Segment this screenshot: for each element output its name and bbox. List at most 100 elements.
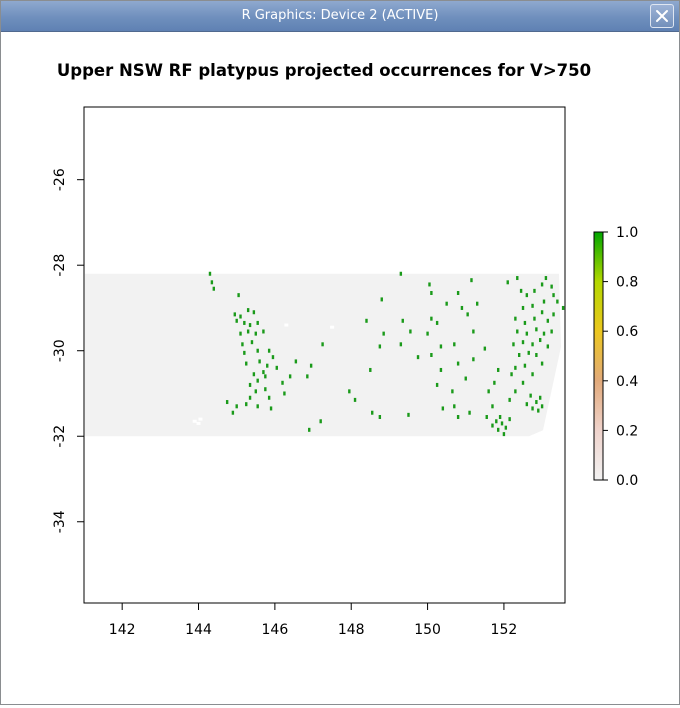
occurrence-cell xyxy=(523,363,527,368)
occurrence-cell xyxy=(441,406,445,411)
gap-cell xyxy=(198,417,203,421)
occurrence-cell xyxy=(525,331,529,336)
occurrence-cell xyxy=(239,314,242,319)
occurrence-cell xyxy=(527,350,530,355)
occurrence-cell xyxy=(460,305,464,310)
occurrence-cell xyxy=(369,367,372,372)
x-tick-label: 150 xyxy=(414,622,441,638)
occurrence-cell xyxy=(262,329,265,334)
occurrence-cell xyxy=(493,380,496,385)
occurrence-cell xyxy=(399,271,403,276)
occurrence-cell xyxy=(208,271,212,276)
occurrence-cell xyxy=(348,389,351,394)
occurrence-cell xyxy=(552,293,555,298)
occurrence-cell xyxy=(514,316,517,321)
occurrence-cell xyxy=(498,415,502,419)
occurrence-cell xyxy=(533,288,536,293)
occurrence-cell xyxy=(267,348,271,353)
occurrence-cell xyxy=(475,301,479,306)
occurrence-cell xyxy=(430,353,433,357)
occurrence-cell xyxy=(416,355,420,360)
occurrence-cell xyxy=(237,293,240,298)
plot-canvas: Upper NSW RF platypus projected occurren… xyxy=(2,32,678,704)
occurrence-cell xyxy=(550,329,553,334)
occurrence-cell xyxy=(254,389,257,394)
gap-cell xyxy=(192,419,197,423)
occurrence-cell xyxy=(561,305,565,310)
occurrence-cell xyxy=(371,410,374,415)
colorbar-tick-label: 0.6 xyxy=(616,324,638,340)
occurrence-cell xyxy=(546,344,550,349)
occurrence-cell xyxy=(445,301,448,306)
occurrence-cell xyxy=(521,340,525,345)
occurrence-cell xyxy=(468,410,471,415)
raster-region xyxy=(85,273,561,437)
occurrence-cell xyxy=(430,291,433,295)
occurrence-cell xyxy=(538,395,542,400)
occurrence-cell xyxy=(525,402,529,407)
occurrence-cell xyxy=(540,282,544,287)
occurrence-cell xyxy=(456,415,460,419)
occurrence-cell xyxy=(309,363,313,368)
occurrence-cell xyxy=(546,318,550,323)
close-button[interactable] xyxy=(650,4,674,28)
occurrence-cell xyxy=(254,331,257,336)
occurrence-cell xyxy=(491,423,494,428)
occurrence-cells xyxy=(208,271,565,437)
occurrence-cell xyxy=(382,331,385,336)
title-bar[interactable]: R Graphics: Device 2 (ACTIVE) xyxy=(1,1,679,32)
occurrence-cell xyxy=(514,389,517,394)
occurrence-cell xyxy=(271,355,275,360)
y-tick-label: -26 xyxy=(52,168,68,191)
colorbar-tick-label: 0.0 xyxy=(616,473,638,489)
occurrence-cell xyxy=(252,372,256,377)
occurrence-cell xyxy=(243,350,246,355)
occurrence-cell xyxy=(504,425,508,430)
occurrence-cell xyxy=(472,357,475,362)
occurrence-cell xyxy=(453,404,456,409)
occurrence-cell xyxy=(212,286,215,291)
occurrence-cell xyxy=(252,310,256,315)
occurrence-cell xyxy=(500,421,504,426)
occurrence-cell xyxy=(430,316,433,321)
occurrence-cell xyxy=(210,280,214,285)
x-tick-label: 144 xyxy=(185,622,212,638)
occurrence-cell xyxy=(308,427,311,432)
occurrence-cell xyxy=(451,389,454,394)
occurrence-cell xyxy=(248,395,252,400)
occurrence-cell xyxy=(538,338,542,343)
occurrence-cell xyxy=(552,312,555,317)
occurrence-cell xyxy=(540,310,544,315)
occurrence-cell xyxy=(540,404,544,409)
occurrence-cell xyxy=(256,348,259,353)
occurrence-cell xyxy=(525,293,529,298)
occurrence-cell xyxy=(510,372,513,377)
y-tick-label: -32 xyxy=(52,425,68,448)
occurrence-cell xyxy=(380,297,383,302)
occurrence-cell xyxy=(266,363,269,368)
gap-cells xyxy=(192,323,335,425)
occurrence-cell xyxy=(262,370,265,375)
occurrence-cell xyxy=(496,367,500,372)
occurrence-cell xyxy=(529,393,532,398)
occurrence-cell xyxy=(264,387,267,392)
occurrence-cell xyxy=(306,374,309,379)
occurrence-cell xyxy=(531,303,534,308)
occurrence-cell xyxy=(294,359,298,364)
occurrence-cell xyxy=(533,316,536,321)
occurrence-cell xyxy=(544,276,548,281)
occurrence-cell xyxy=(542,299,546,304)
occurrence-cell xyxy=(378,415,382,419)
occurrence-cell xyxy=(491,404,494,409)
occurrence-cell xyxy=(519,288,523,293)
occurrence-cell xyxy=(225,400,229,405)
occurrence-cell xyxy=(531,406,534,411)
occurrence-cell xyxy=(464,376,467,381)
occurrence-cell xyxy=(485,415,488,419)
occurrence-cell xyxy=(508,417,511,422)
occurrence-cell xyxy=(239,331,242,336)
y-tick-label: -30 xyxy=(52,339,68,362)
occurrence-cell xyxy=(502,432,506,437)
y-axis: -26 -28 -30 -32 -34 xyxy=(52,168,85,533)
occurrence-cell xyxy=(256,378,259,383)
